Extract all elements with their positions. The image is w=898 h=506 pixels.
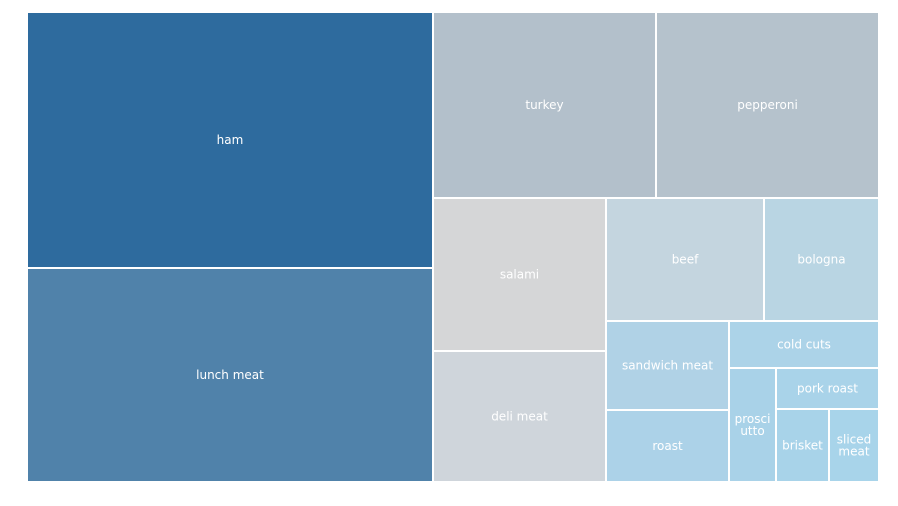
tile-label-roast: roast (652, 439, 683, 453)
tile-label-line: lunch meat (196, 368, 264, 382)
tile-label-line: prosci (735, 412, 771, 426)
tile-rect-roast (607, 411, 728, 481)
tile-label-line: ham (217, 133, 244, 147)
tile-label-bologna: bologna (797, 253, 845, 267)
tile-label-prosciutto: prosci utto (735, 412, 771, 438)
tile-sliced-meat: sliced meat (830, 410, 878, 481)
tile-rect-salami (434, 199, 605, 350)
tile-label-sandwich-meat: sandwich meat (622, 359, 713, 373)
tile-rect-deli-meat (434, 352, 605, 481)
tile-label-line: sandwich meat (622, 359, 713, 373)
tile-label-sliced-meat: sliced meat (837, 433, 872, 459)
tile-pepperoni: pepperoni (657, 13, 878, 197)
tile-rect-cold-cuts (730, 322, 878, 367)
tile-rect-prosciutto (730, 369, 775, 481)
tile-label-line: roast (652, 439, 683, 453)
tile-label-lunch-meat: lunch meat (196, 368, 264, 382)
tile-turkey: turkey (434, 13, 655, 197)
tile-label-line: meat (838, 445, 869, 459)
tile-label-cold-cuts: cold cuts (777, 338, 831, 352)
tile-label-line: deli meat (491, 410, 548, 424)
tile-label-line: salami (500, 268, 539, 282)
tile-label-line: brisket (782, 439, 823, 453)
tile-deli-meat: deli meat (434, 352, 605, 481)
tile-rect-sliced-meat (830, 410, 878, 481)
tile-label-line: pepperoni (737, 98, 798, 112)
tile-rect-bologna (765, 199, 878, 320)
tile-label-line: cold cuts (777, 338, 831, 352)
tile-label-line: beef (672, 253, 699, 267)
tile-label-beef: beef (672, 253, 699, 267)
tile-label-pork-roast: pork roast (797, 382, 858, 396)
tile-brisket: brisket (777, 410, 828, 481)
tile-rect-ham (28, 13, 432, 267)
tile-label-ham: ham (217, 133, 244, 147)
tile-sandwich-meat: sandwich meat (607, 322, 728, 409)
tile-ham: ham (28, 13, 432, 267)
tile-label-turkey: turkey (525, 98, 563, 112)
tile-label-brisket: brisket (782, 439, 823, 453)
tile-label-line: utto (740, 424, 764, 438)
tile-bologna: bologna (765, 199, 878, 320)
tile-rect-brisket (777, 410, 828, 481)
tile-label-salami: salami (500, 268, 539, 282)
tile-rect-turkey (434, 13, 655, 197)
tile-pork-roast: pork roast (777, 369, 878, 408)
tile-salami: salami (434, 199, 605, 350)
tile-rect-lunch-meat (28, 269, 432, 481)
tile-rect-beef (607, 199, 763, 320)
tile-label-line: sliced (837, 433, 872, 447)
tile-label-line: bologna (797, 253, 845, 267)
tile-label-line: turkey (525, 98, 563, 112)
tile-prosciutto: prosci utto (730, 369, 775, 481)
tile-label-line: pork roast (797, 382, 858, 396)
tile-cold-cuts: cold cuts (730, 322, 878, 367)
tile-rect-sandwich-meat (607, 322, 728, 409)
tile-label-deli-meat: deli meat (491, 410, 548, 424)
tile-rect-pepperoni (657, 13, 878, 197)
tile-label-pepperoni: pepperoni (737, 98, 798, 112)
tile-roast: roast (607, 411, 728, 481)
tile-beef: beef (607, 199, 763, 320)
tile-rect-pork-roast (777, 369, 878, 408)
tile-lunch-meat: lunch meat (28, 269, 432, 481)
